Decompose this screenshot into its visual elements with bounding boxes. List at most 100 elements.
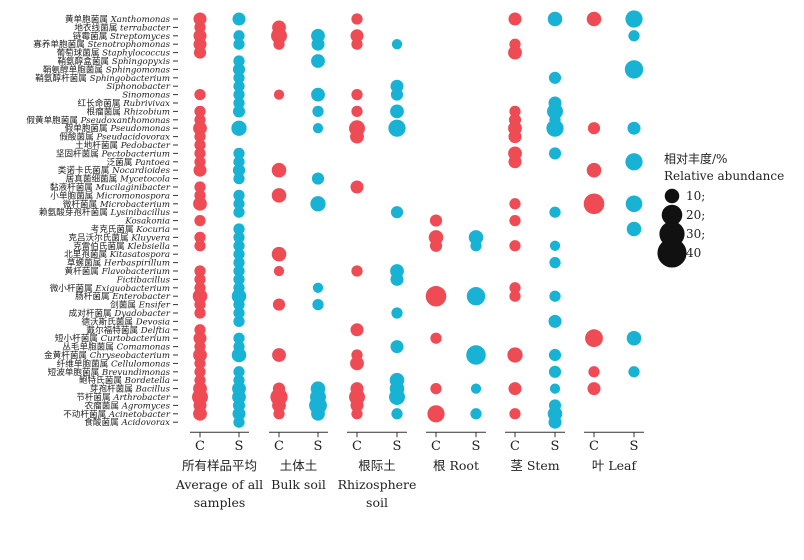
bubble-s <box>470 383 482 394</box>
bubble-s <box>470 408 482 420</box>
genus-label-cn: 肠杆菌属 <box>75 290 112 302</box>
bubble-c <box>427 405 445 423</box>
bubble-s <box>233 366 245 378</box>
genus-label: 黄杆菌属 Flavobacterium <box>65 265 171 277</box>
genus-label-latin: Pantoea <box>134 158 170 168</box>
genus-label-latin: Kitasatospora <box>109 250 170 260</box>
bubble-s <box>233 223 245 235</box>
bubble-c <box>194 298 206 311</box>
genus-label: 鞘氨醇单胞菌属 Sphingomonas <box>43 63 171 75</box>
bubble-s <box>233 273 245 286</box>
bubble-c <box>271 27 287 44</box>
bubble-s <box>233 97 245 109</box>
x-axis-groups: C S 所有样品平均 Average of all samples C S 土体土 Bulk s… <box>175 431 644 510</box>
genus-label: 地衣线菌属 terrabacter <box>74 21 171 33</box>
bubble-s <box>547 11 563 27</box>
bubble-s <box>233 189 245 202</box>
bubble-c <box>351 38 363 50</box>
bubble-c <box>194 265 206 277</box>
bubble-c <box>273 265 285 277</box>
genus-label-latin: Pseudomonas <box>109 124 170 134</box>
genus-label: 北里孢菌属 Kitasatospora <box>64 248 170 260</box>
bubble-s <box>312 298 324 311</box>
bubble-s <box>466 345 486 365</box>
genus-label-latin: Sphingopyxis <box>112 57 171 67</box>
bubble-s <box>389 389 405 405</box>
genus-label: 泛菌属 Pantoea <box>107 156 170 168</box>
bubble-s <box>626 330 642 346</box>
bubble-c <box>509 198 521 210</box>
group-label: 茎 Stem <box>510 458 559 473</box>
genus-label-cn: 赖氨酸芽孢杆菌属 <box>39 206 110 218</box>
genus-label-latin: terrabacter <box>120 23 171 33</box>
bubble-s <box>311 37 325 51</box>
bubble-c <box>586 11 602 27</box>
genus-label-latin: Arthrobacter <box>112 393 171 403</box>
bubble-c <box>509 290 521 302</box>
bubble-c <box>351 105 363 118</box>
genus-label: 考克氏菌属 Kocuria <box>91 223 170 235</box>
bubble-c <box>509 105 521 118</box>
bubble-c <box>585 329 603 348</box>
bubble-c <box>350 29 364 43</box>
bubble-c <box>194 231 206 244</box>
subcolumn-label-s: S <box>472 439 481 454</box>
bubble-s <box>391 307 403 319</box>
genus-label: Fictibacillus <box>116 275 171 285</box>
genus-label: 鲍特氏菌属 Bordetella <box>79 374 170 386</box>
bubble-s <box>311 172 325 185</box>
bubble-s <box>233 38 245 50</box>
genus-label: 寡养单胞菌属 Stenotrophomonas <box>33 38 170 50</box>
bubble-s <box>548 71 562 84</box>
subcolumn-label-s: S <box>314 439 323 454</box>
bubble-s <box>233 240 245 252</box>
bubble-s <box>625 10 643 28</box>
bubble-c <box>273 89 285 100</box>
genus-label-latin: Pedobacter <box>120 141 171 151</box>
bubble-s <box>549 290 561 302</box>
genus-label-latin: Comamonas <box>117 343 171 353</box>
genus-label-latin: Cellulomonas <box>111 359 171 369</box>
genus-label-latin: Fictibacillus <box>116 275 171 285</box>
genus-label: 微小杆菌属 Exiguobacterium <box>50 282 170 294</box>
genus-label-latin: Kocuria <box>135 225 170 235</box>
legend-title-cn: 相对丰度/% <box>664 151 727 166</box>
genus-label-cn: 农瘤菌属 <box>85 399 122 411</box>
bubble-s <box>628 30 640 42</box>
genus-label: Kosakonia <box>124 217 170 227</box>
bubble-s <box>391 408 403 420</box>
bubble-c <box>271 246 287 262</box>
genus-label-cn: 土地杆菌属 <box>75 139 121 151</box>
bubble-s <box>231 120 247 136</box>
genus-label-latin: Xanthomonas <box>110 15 171 25</box>
genus-label-latin: Flavobacterium <box>101 267 170 277</box>
bubble-c <box>273 408 285 420</box>
subcolumn-label-s: S <box>551 439 560 454</box>
genus-label-cn: 鞘氨醇单胞菌属 <box>43 63 106 75</box>
bubble-c <box>194 105 206 118</box>
genus-label-latin: Nocardioides <box>111 166 170 176</box>
genus-label-latin: Pectobacterium <box>101 149 170 159</box>
bubble-c <box>587 382 601 396</box>
bubble-s <box>233 315 245 328</box>
genus-label-cn: 节杆菌属 <box>76 391 113 403</box>
group-label-en: Bulk soil <box>271 477 326 492</box>
genus-label-latin: Exiguobacterium <box>94 284 170 294</box>
legend-label: 20; <box>686 208 705 222</box>
bubble-s <box>232 105 246 118</box>
bubble-s <box>233 80 245 92</box>
genus-label-latin: Chryseobacterium <box>90 351 170 361</box>
bubble-c <box>193 12 207 26</box>
bubble-c <box>587 122 601 135</box>
bubble-s <box>626 221 642 237</box>
genus-label: 短波单胞菌属 Brevundimonas <box>48 366 171 378</box>
bubble-c <box>193 331 207 345</box>
genus-label-cn: 黄杆菌属 <box>65 265 102 277</box>
bubble-c <box>425 285 447 307</box>
bubble-c <box>273 38 285 50</box>
bubble-s <box>548 147 562 160</box>
bubble-c <box>193 121 207 136</box>
genus-label: 芽孢杆菌属 Bacillus <box>90 383 171 395</box>
bubble-s <box>233 265 245 277</box>
